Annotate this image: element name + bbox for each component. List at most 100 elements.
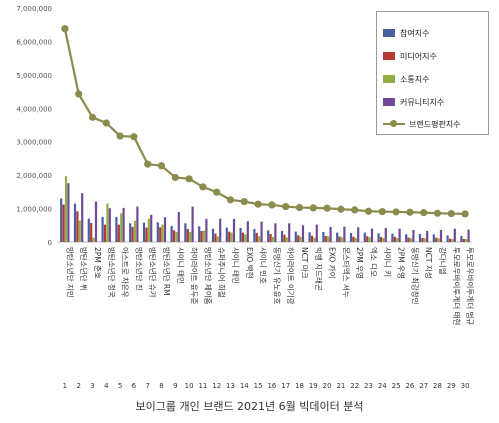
legend-swatch-media [383, 52, 395, 60]
brand-index-point [171, 173, 179, 182]
bar-미디어지수 [393, 236, 396, 242]
bar-미디어지수 [131, 226, 134, 242]
bar-소통지수 [327, 236, 330, 242]
x-name-label: 방탄소년단 정국 [107, 247, 117, 298]
bar-소통지수 [78, 220, 81, 242]
bar-커뮤니티지수 [357, 227, 360, 242]
bar-커뮤니티지수 [301, 225, 305, 242]
brand-index-point [199, 183, 207, 191]
x-name-label: 방탄소년단 슈가 [148, 247, 158, 298]
bar-참여지수 [377, 233, 380, 242]
bar-소통지수 [354, 237, 357, 242]
bar-참여지수 [115, 216, 118, 242]
bar-커뮤니티지수 [191, 206, 194, 242]
x-rank-label: 11 [198, 382, 207, 390]
x-rank-label: 5 [118, 382, 122, 390]
legend-label-media: 미디어지수 [400, 51, 437, 61]
bar-커뮤니티지수 [426, 230, 429, 242]
x-rank-label: 12 [212, 382, 221, 390]
brand-index-point [240, 197, 248, 206]
bar-참여지수 [280, 230, 284, 242]
x-rank-label: 28 [433, 382, 442, 390]
x-rank-label: 30 [461, 382, 470, 390]
brand-index-point [268, 201, 276, 209]
brand-index-point [130, 133, 138, 141]
bar-커뮤니티지수 [260, 221, 263, 242]
x-rank-label: 23 [364, 382, 373, 390]
bar-소통지수 [437, 238, 440, 242]
bar-미디어지수 [310, 235, 314, 242]
x-name-label: 슈퍼주니어 희철 [217, 247, 227, 298]
bar-참여지수 [294, 231, 297, 242]
x-rank-label: 17 [281, 382, 290, 390]
bar-미디어지수 [159, 227, 162, 242]
brand-index-point [254, 200, 262, 208]
bar-소통지수 [382, 237, 385, 242]
bar-소통지수 [451, 238, 454, 242]
bar-참여지수 [73, 203, 77, 242]
x-name-label: 몬스타엑스 셔누 [341, 247, 351, 298]
bar-참여지수 [363, 232, 366, 242]
bar-소통지수 [340, 237, 344, 242]
x-name-label: 샤이니 민호 [259, 247, 269, 284]
bar-미디어지수 [62, 204, 65, 242]
x-rank-label: 21 [336, 382, 345, 390]
bar-소통지수 [106, 203, 109, 242]
x-name-label: 투모로우바이투게더 범규 [466, 247, 476, 325]
bar-미디어지수 [366, 236, 369, 242]
x-name-label: EXO 카이 [328, 247, 338, 278]
legend-item-participation: 참여지수 [383, 26, 429, 40]
legend-item-brand: 브랜드평판지수 [383, 117, 461, 131]
bar-미디어지수 [90, 222, 93, 242]
bar-미디어지수 [255, 232, 258, 242]
bar-미디어지수 [76, 211, 79, 242]
bar-참여지수 [129, 223, 132, 242]
x-name-label: 샤이니 태민 [231, 247, 241, 284]
bar-커뮤니티지수 [343, 226, 346, 242]
bar-참여지수 [170, 225, 173, 242]
y-tick-label: 4,000,000 [16, 105, 52, 113]
bar-소통지수 [64, 176, 68, 242]
bar-미디어지수 [421, 237, 424, 242]
x-rank-label: 27 [419, 382, 428, 390]
bar-커뮤니티지수 [315, 224, 318, 242]
legend-item-communication: 소통지수 [383, 72, 429, 86]
bar-미디어지수 [462, 238, 465, 242]
bar-참여지수 [336, 232, 339, 242]
x-name-label: 하이라이트 윤두준 [190, 247, 200, 305]
bar-참여지수 [267, 230, 270, 242]
x-rank-label: 9 [173, 382, 177, 390]
bar-커뮤니티지수 [122, 207, 125, 242]
legend-swatch-community [383, 98, 395, 106]
bar-미디어지수 [324, 235, 327, 242]
brand-index-line [61, 25, 469, 218]
brand-index-point [282, 202, 290, 211]
bar-소통지수 [230, 232, 233, 242]
bar-미디어지수 [241, 232, 245, 242]
bar-소통지수 [244, 234, 247, 242]
bar-커뮤니티지수 [439, 229, 443, 242]
bar-소통지수 [409, 238, 413, 242]
brand-index-point [116, 132, 124, 140]
bar-미디어지수 [269, 233, 272, 242]
bar-커뮤니티지수 [398, 228, 401, 242]
legend-item-media: 미디어지수 [383, 49, 437, 63]
x-name-label: 강다니엘 [438, 247, 448, 275]
legend-swatch-brand [383, 119, 405, 129]
bar-미디어지수 [283, 234, 286, 242]
bar-미디어지수 [379, 236, 383, 242]
brand-index-point [185, 175, 193, 183]
x-rank-label: 24 [378, 382, 387, 390]
x-rank-label: 18 [295, 382, 304, 390]
bar-커뮤니티지수 [370, 228, 374, 242]
x-rank-label: 13 [226, 382, 235, 390]
bar-미디어지수 [186, 228, 189, 242]
bar-커뮤니티지수 [163, 217, 167, 242]
brand-index-point [309, 204, 317, 212]
brand-index-point [378, 207, 386, 216]
bar-참여지수 [198, 226, 201, 242]
bar-소통지수 [271, 236, 275, 242]
bar-커뮤니티지수 [453, 228, 456, 242]
brand-index-point [61, 25, 69, 33]
brand-index-point [337, 205, 345, 213]
